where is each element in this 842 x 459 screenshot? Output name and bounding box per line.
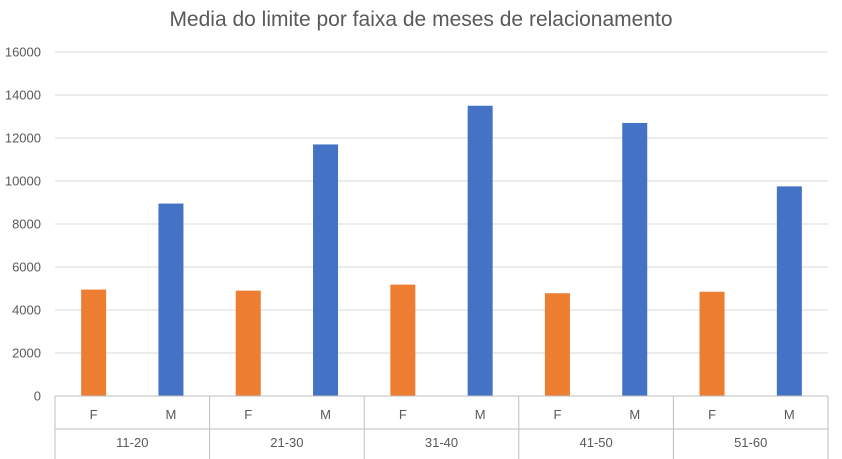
x-subcategory-label: F	[244, 407, 252, 422]
y-axis-ticks: 0 2000 4000 6000 8000 10000 12000 14000 16000	[5, 45, 41, 404]
x-subcategory-label: F	[90, 407, 98, 422]
y-tick-label: 14000	[5, 88, 41, 103]
x-subcategory-label: F	[708, 407, 716, 422]
x-subcategory-label: M	[784, 407, 795, 422]
y-tick-label: 0	[34, 389, 41, 404]
x-subcategory-label: F	[553, 407, 561, 422]
bars	[81, 105, 802, 396]
bar-31-40-M	[467, 105, 493, 396]
x-group-label: 31-40	[425, 435, 458, 450]
bar-21-30-M	[313, 144, 339, 396]
y-tick-label: 4000	[12, 303, 41, 318]
y-tick-label: 6000	[12, 260, 41, 275]
gridlines	[55, 51, 828, 354]
x-subcategory-label: F	[399, 407, 407, 422]
bar-41-50-F	[544, 293, 570, 396]
x-subcategory-label: M	[475, 407, 486, 422]
y-tick-label: 16000	[5, 45, 41, 60]
x-group-label: 51-60	[734, 435, 767, 450]
chart-title: Media do limite por faixa de meses de re…	[169, 8, 672, 31]
bar-51-60-F	[699, 291, 725, 396]
bar-21-30-F	[235, 290, 261, 396]
y-tick-label: 10000	[5, 174, 41, 189]
bar-11-20-M	[158, 203, 184, 396]
x-group-label: 41-50	[579, 435, 612, 450]
x-group-label: 21-30	[270, 435, 303, 450]
x-subcategory-label: M	[166, 407, 177, 422]
x-subcategory-label: M	[629, 407, 640, 422]
y-tick-label: 12000	[5, 131, 41, 146]
bar-11-20-F	[81, 289, 107, 396]
bar-51-60-M	[776, 186, 802, 396]
x-subcategory-label: M	[320, 407, 331, 422]
y-tick-label: 2000	[12, 346, 41, 361]
x-axis: F M 11-20 F M 21-30 F M 31-40 F M 41-50 F M 51-60	[54, 395, 829, 459]
bar-31-40-F	[390, 284, 416, 396]
bar-41-50-M	[622, 122, 648, 396]
x-group-label: 11-20	[116, 435, 148, 450]
y-tick-label: 8000	[12, 217, 41, 232]
